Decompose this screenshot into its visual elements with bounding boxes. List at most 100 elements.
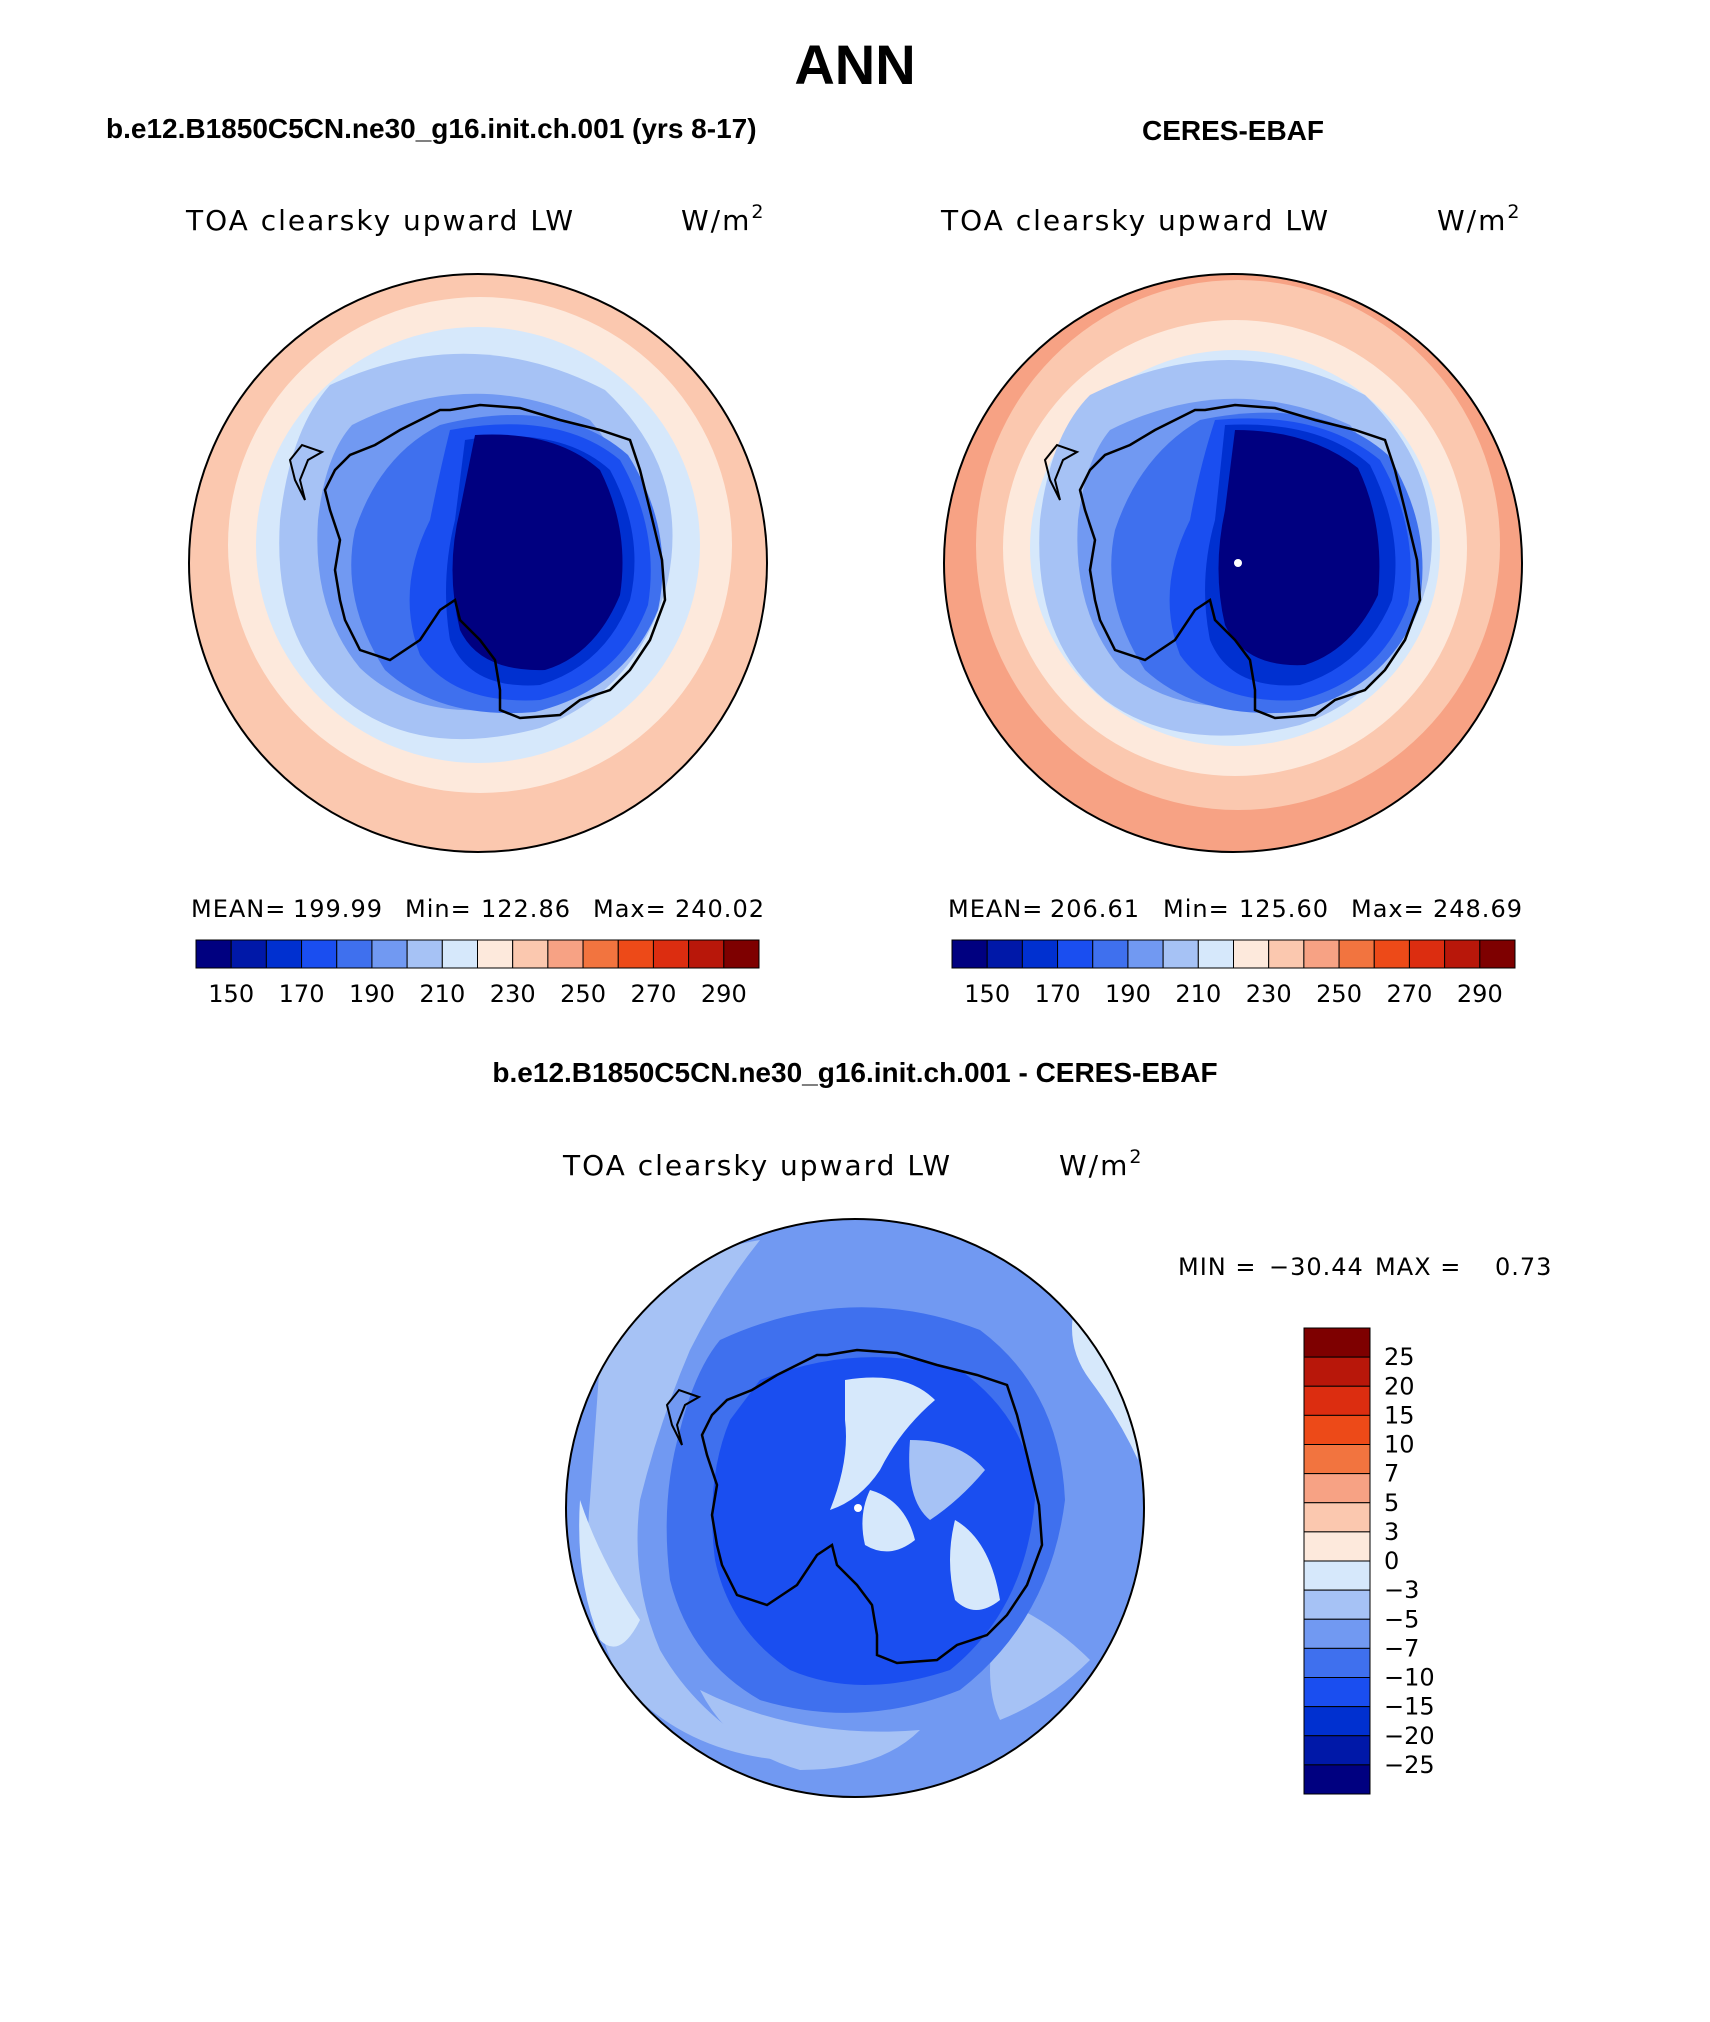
panel-c-colorbar-swatch	[1303, 1706, 1371, 1737]
panel-c-colorbar-swatch	[1303, 1414, 1371, 1445]
panel-c-header: b.e12.B1850C5CN.ne30_g16.init.ch.001 - C…	[492, 1057, 1217, 1088]
panel-c-colorbar-swatch	[1303, 1327, 1371, 1358]
panel-b-units: W/m2	[1437, 201, 1522, 237]
panel-b-colorbar-tick-label: 210	[1175, 980, 1221, 1008]
panel-b-colorbar-tick-label: 270	[1387, 980, 1433, 1008]
panel-c-coastline	[700, 1348, 1044, 1665]
panel-c-max: 0.73	[1495, 1253, 1552, 1281]
panel-a-header: b.e12.B1850C5CN.ne30_g16.init.ch.001 (yr…	[106, 113, 757, 144]
panel-b-colorbar-swatch	[1233, 939, 1270, 969]
panel-b-colorbar-tick-label: 250	[1316, 980, 1362, 1008]
panel-c-colorbar-tick-label: 7	[1384, 1460, 1399, 1488]
panel-a-max-label: Max=	[593, 895, 667, 923]
panel-b-header: CERES-EBAF	[1142, 115, 1324, 146]
panel-c-colorbar-tick-label: −15	[1384, 1693, 1435, 1721]
panel-a-colorbar-tick-label: 230	[490, 980, 536, 1008]
panel-a-colorbar-tick-label: 270	[631, 980, 677, 1008]
panel-b-colorbar: 150 170 190 210 230 250 270 290	[951, 939, 1516, 1008]
panel-c-max-label: MAX =	[1375, 1253, 1461, 1281]
panel-a-colorbar-swatch	[336, 939, 373, 969]
panel-a-colorbar-swatch	[652, 939, 690, 969]
panel-b-colorbar-tick-label: 230	[1246, 980, 1292, 1008]
panel-c-colorbar-tick-label: −3	[1384, 1576, 1419, 1604]
panel-b-colorbar-swatch	[1408, 939, 1446, 969]
panel-b-coastline	[1078, 403, 1422, 720]
panel-a-units: W/m2	[681, 201, 766, 237]
panel-b-colorbar-tick-label: 150	[964, 980, 1010, 1008]
panel-c-colorbar-swatch	[1303, 1735, 1371, 1766]
panel-c-colorbar-tick-label: −7	[1384, 1634, 1419, 1662]
panel-c-colorbar-swatch	[1303, 1444, 1371, 1475]
panel-b-colorbar-swatch	[1444, 939, 1481, 969]
panel-c-colorbar-tick-label: 3	[1384, 1518, 1399, 1546]
panel-a-colorbar-swatch	[547, 939, 584, 969]
figure-title: ANN	[794, 33, 915, 96]
panel-b-variable: TOA clearsky upward LW	[940, 204, 1330, 237]
panel-c-colorbar-tick-label: 5	[1384, 1489, 1399, 1517]
panel-b-colorbar-swatch	[1303, 939, 1340, 969]
panel-b-colorbar-tick-label: 190	[1105, 980, 1151, 1008]
panel-c-colorbar-swatch	[1303, 1502, 1371, 1533]
panel-b-colorbar-swatch	[1373, 939, 1410, 969]
panel-b-colorbar-swatch	[1057, 939, 1094, 969]
panel-c-colorbar-tick-label: −5	[1384, 1605, 1419, 1633]
panel-c-colorbar-swatch	[1303, 1764, 1371, 1795]
panel-a-colorbar-tick-label: 210	[419, 980, 465, 1008]
panel-a-colorbar-swatch	[512, 939, 549, 969]
panel-b-colorbar-tick-label: 290	[1457, 980, 1503, 1008]
panel-b-max-label: Max=	[1351, 895, 1425, 923]
panel-b-max: 248.69	[1433, 895, 1523, 923]
panel-c-stats: MIN = −30.44 MAX = 0.73	[1178, 1253, 1552, 1281]
panel-a-mean-label: MEAN=	[191, 895, 286, 923]
panel-a-colorbar-swatch	[406, 939, 443, 969]
panel-b-colorbar-swatch	[1127, 939, 1164, 969]
panel-a-colorbar-tick-label: 150	[208, 980, 254, 1008]
panel-b-map	[944, 274, 1522, 852]
panel-a-colorbar-swatch	[230, 939, 267, 969]
panel-b-colorbar-swatch	[1092, 939, 1129, 969]
panel-c-colorbar-swatch	[1303, 1531, 1371, 1562]
panel-a-max: 240.02	[675, 895, 765, 923]
panel-a-colorbar-tick-label: 190	[349, 980, 395, 1008]
panel-a-colorbar-swatch	[265, 939, 303, 969]
panel-a-colorbar: 150 170 190 210 230 250 270 290	[195, 939, 760, 1008]
panel-c-min: −30.44	[1269, 1253, 1364, 1281]
panel-a-colorbar-swatch	[723, 939, 760, 969]
panel-b-colorbar-tick-label: 170	[1035, 980, 1081, 1008]
panel-b-colorbar-swatch	[1268, 939, 1305, 969]
panel-c-colorbar-tick-label: −10	[1384, 1664, 1435, 1692]
panel-a-colorbar-tick-label: 170	[279, 980, 325, 1008]
panel-c-map-border	[565, 1218, 1145, 1798]
panel-c-colorbar-tick-label: 20	[1384, 1372, 1415, 1400]
panel-a-colorbar-tick-label: 290	[701, 980, 747, 1008]
panel-a-colorbar-swatch	[195, 939, 232, 969]
panel-c-units: W/m2	[1059, 1146, 1144, 1182]
panel-a-colorbar-swatch	[371, 939, 408, 969]
panel-b-colorbar-swatch	[1162, 939, 1199, 969]
panel-c-map	[566, 1219, 1144, 1797]
panel-a-colorbar-swatch	[441, 939, 478, 969]
panel-c-colorbar-swatch	[1303, 1589, 1371, 1620]
panel-c-colorbar-tick-label: 25	[1384, 1343, 1415, 1371]
panel-a-colorbar-swatch	[582, 939, 619, 969]
panel-c-colorbar-swatch	[1303, 1385, 1371, 1416]
panel-c-min-label: MIN =	[1178, 1253, 1256, 1281]
panel-b-colorbar-swatch	[1338, 939, 1375, 969]
panel-a-colorbar-swatch	[477, 939, 514, 969]
panel-c-colorbar-swatch	[1303, 1356, 1371, 1387]
panel-a-map-border	[188, 273, 768, 853]
panel-b-colorbar-swatch	[951, 939, 988, 969]
panel-b-map-border	[943, 273, 1523, 853]
panel-b-mean: 206.61	[1050, 895, 1140, 923]
panel-a-stats: MEAN= 199.99 Min= 122.86 Max= 240.02	[191, 895, 765, 923]
panel-c-colorbar-swatch	[1303, 1473, 1371, 1504]
panel-c-colorbar-tick-label: 0	[1384, 1547, 1399, 1575]
panel-c-colorbar-swatch	[1303, 1560, 1371, 1591]
panel-c-colorbar-tick-label: 10	[1384, 1431, 1415, 1459]
panel-a-coastline	[323, 403, 667, 720]
panel-c-variable: TOA clearsky upward LW	[562, 1149, 952, 1182]
panel-b-colorbar-swatch	[1479, 939, 1516, 969]
panel-a-min-label: Min=	[405, 895, 472, 923]
